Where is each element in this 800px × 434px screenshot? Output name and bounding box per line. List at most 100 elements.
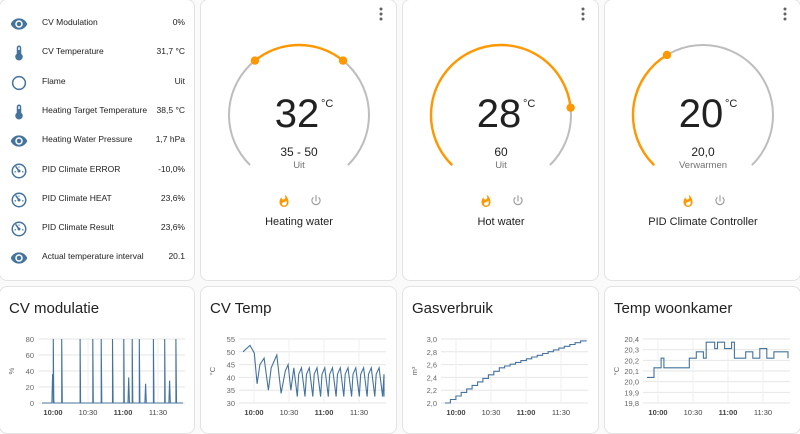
entity-name: Heating Target Temperature: [42, 104, 148, 115]
y-axis-label: °C: [612, 366, 621, 375]
entity-value: -10,0%: [158, 163, 185, 174]
entity-name: PID Climate HEAT: [42, 192, 112, 203]
x-tick-label: 10:00: [43, 408, 62, 417]
y-tick-label: 45: [227, 361, 235, 370]
entity-value: 31,7 °C: [156, 46, 185, 57]
y-tick-label: 35: [227, 386, 235, 395]
power-icon[interactable]: [511, 194, 525, 208]
entities-card: CV Modulation 0% CV Temperature 31,7 °C Flam…: [0, 0, 195, 281]
x-tick-label: 11:30: [552, 408, 570, 417]
y-tick-label: 20,2: [624, 356, 639, 365]
graph-title: Gasverbruik: [412, 300, 493, 317]
y-tick-label: 20: [26, 383, 34, 392]
history-chart[interactable]: 55 50 45 40 35 30 10:00 10:30 11:00 11:30 °C: [201, 287, 397, 434]
y-tick-label: 20,0: [624, 378, 639, 387]
x-tick-label: 10:30: [79, 408, 98, 417]
y-tick-label: 2,6: [427, 361, 437, 370]
more-menu-icon[interactable]: [376, 6, 386, 22]
entity-row[interactable]: PID Climate ERROR -10,0%: [0, 156, 193, 185]
fire-icon[interactable]: [681, 194, 695, 208]
target-temperature: 20,0: [691, 145, 715, 159]
thermostat-name: PID Climate Controller: [648, 216, 758, 228]
y-tick-label: 40: [227, 373, 235, 382]
fire-icon[interactable]: [479, 194, 493, 208]
entity-row[interactable]: PID Climate Result 23,6%: [0, 214, 193, 243]
y-tick-label: 2,2: [427, 386, 437, 395]
graph-card-cv-temp[interactable]: 55 50 45 40 35 30 10:00 10:30 11:00 11:30 °C CV Tem…: [200, 286, 397, 434]
x-tick-label: 11:30: [149, 408, 167, 417]
entity-row[interactable]: Heating Target Temperature 38,5 °C: [0, 97, 193, 126]
entity-name: CV Modulation: [42, 17, 98, 27]
entity-value: 1,7 hPa: [155, 134, 185, 145]
entity-row[interactable]: CV Temperature 31,7 °C: [0, 38, 193, 67]
history-chart[interactable]: 80 60 40 20 0 10:00 10:30 11:00 11:30%: [0, 287, 195, 434]
hvac-mode: Uit: [495, 160, 507, 171]
x-tick-label: 11:30: [754, 408, 772, 417]
graph-title: CV Temp: [210, 300, 272, 317]
y-tick-label: 20,3: [624, 346, 639, 355]
series-line: [445, 340, 587, 404]
y-tick-label: 20,1: [624, 367, 639, 376]
power-icon[interactable]: [713, 194, 727, 208]
eye-icon: [10, 15, 28, 33]
y-tick-label: 40: [26, 367, 34, 376]
entity-name: Flame: [42, 75, 66, 86]
y-tick-label: 2,4: [427, 373, 437, 382]
x-tick-label: 11:30: [350, 408, 368, 417]
graph-card-gasverbruik[interactable]: 3,0 2,8 2,6 2,4 2,2 2,0 10:00 10:30 11:00 11:30 m³…: [402, 286, 599, 434]
power-icon[interactable]: [309, 194, 323, 208]
graph-card-cv-modulatie[interactable]: 80 60 40 20 0 10:00 10:30 11:00 11:30% CV modulat…: [0, 286, 195, 434]
y-tick-label: 80: [26, 335, 34, 344]
entity-row[interactable]: Actual temperature interval 20.1: [0, 243, 193, 272]
thermometer-icon: [10, 103, 28, 121]
temperature-unit: °C: [725, 98, 738, 110]
current-temperature: 20: [678, 92, 724, 136]
x-tick-label: 10:00: [446, 408, 465, 417]
graph-card-temp-woonkamer[interactable]: 20,4 20,3 20,2 20,1 20,0 19,9 19,8 10:00 10:30 11…: [604, 286, 800, 434]
entity-row[interactable]: PID Climate HEAT 23,6%: [0, 185, 193, 214]
y-tick-label: 60: [26, 351, 34, 360]
eye-icon: [10, 249, 28, 267]
target-temperature: 35 - 50: [280, 145, 318, 159]
gauge-icon: [10, 191, 28, 209]
x-tick-label: 11:00: [719, 408, 738, 417]
x-tick-label: 11:00: [517, 408, 536, 417]
x-tick-label: 10:30: [482, 408, 501, 417]
current-temperature: 32: [274, 92, 320, 136]
entity-row[interactable]: Flame Uit: [0, 68, 193, 97]
entity-name: PID Climate Result: [42, 222, 114, 233]
entity-name: PID Climate ERROR: [42, 163, 121, 174]
y-axis-label: %: [7, 367, 16, 374]
graph-title: Temp woonkamer: [614, 300, 733, 317]
thermostat-name: Hot water: [477, 216, 525, 228]
graph-title: CV modulatie: [9, 300, 100, 317]
entity-row[interactable]: Heating Water Pressure 1,7 hPa: [0, 126, 193, 155]
thermostat-card-pid-climate: 20 °C 20,0 Verwarmen PID Climate Controller: [604, 0, 800, 281]
y-tick-label: 19,8: [624, 399, 639, 408]
target-handle: [250, 56, 260, 65]
hvac-mode: Uit: [293, 160, 305, 171]
thermometer-icon: [10, 44, 28, 62]
target-handle: [338, 56, 348, 65]
entity-row[interactable]: CV Modulation 0%: [0, 9, 193, 38]
eye-icon: [10, 132, 28, 150]
thermostat-card-heating-water: 32 °C 35 - 50 Uit Heating water: [200, 0, 397, 281]
circle-outline-icon: [10, 74, 28, 92]
history-chart[interactable]: 3,0 2,8 2,6 2,4 2,2 2,0 10:00 10:30 11:00 11:30 m³: [403, 287, 599, 434]
y-tick-label: 50: [227, 348, 235, 357]
thermostat-dial[interactable]: [605, 0, 800, 200]
more-menu-icon[interactable]: [780, 6, 790, 22]
target-handle: [662, 50, 672, 60]
fire-icon[interactable]: [277, 194, 291, 208]
series-line: [242, 344, 385, 397]
thermostat-dial[interactable]: [403, 0, 599, 200]
entity-value: 20.1: [168, 251, 185, 262]
history-chart[interactable]: 20,4 20,320,2 20,1 20,019,9 19,8 10:00 10:30 11…: [605, 287, 800, 434]
thermostat-dial[interactable]: [201, 0, 397, 200]
temperature-unit: °C: [523, 98, 536, 110]
entity-value: 0%: [172, 17, 185, 27]
entity-value: Uit: [174, 75, 185, 86]
more-menu-icon[interactable]: [578, 6, 588, 22]
y-tick-label: 55: [227, 335, 235, 344]
thermostat-name: Heating water: [265, 216, 333, 228]
